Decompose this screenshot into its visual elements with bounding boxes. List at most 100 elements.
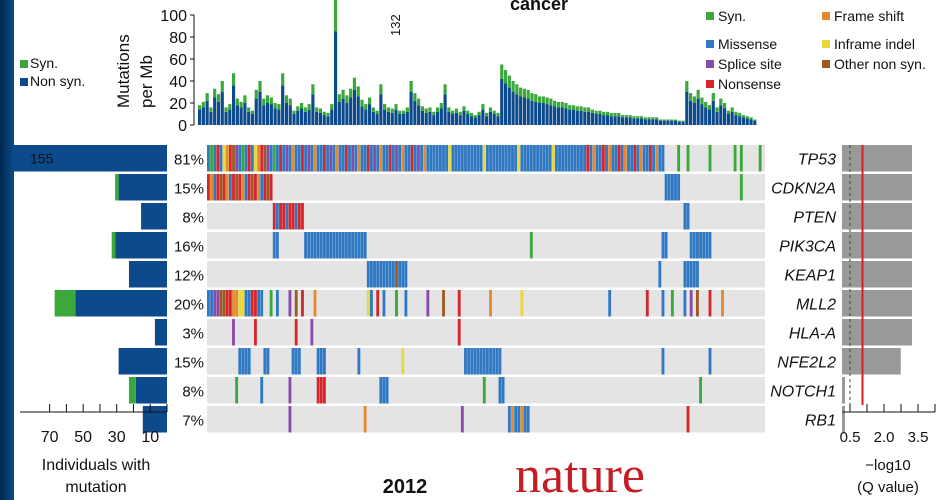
oncoprint-cell (219, 145, 223, 172)
mutation-rate-bar-syn (481, 104, 485, 110)
mutation-rate-bar-nonsyn (318, 112, 323, 125)
individuals-value-label: 155 (30, 150, 54, 166)
oncoprint-cell (257, 174, 260, 201)
oncoprint-cell (313, 290, 317, 317)
oncoprint-cell (611, 145, 615, 172)
mutation-rate-bar-syn (345, 95, 349, 103)
mutation-rate-bar-nonsyn (394, 109, 398, 125)
oncoprint-cell (357, 232, 361, 259)
oncoprint-cell (395, 261, 398, 288)
oncoprint-cell (395, 290, 398, 317)
mutation-rate-bar-syn (243, 95, 247, 103)
mutation-rate-bar-nonsyn (417, 105, 421, 125)
mutation-rate-bar-syn (553, 100, 557, 107)
q-value-bar (842, 203, 912, 230)
oncoprint-cell (241, 348, 245, 375)
oncoprint-cell (329, 232, 333, 259)
individuals-bar-syn (54, 290, 76, 317)
oncoprint-cell (395, 145, 398, 172)
oncoprint-cell (285, 203, 289, 230)
oncoprint-cell (335, 145, 339, 172)
oncoprint-cell (297, 145, 301, 172)
mutation-rate-bar-syn (700, 97, 704, 105)
mutation-rate-bar-syn (738, 112, 742, 117)
mutation-rate-bar-nonsyn (677, 121, 681, 125)
mutation-rate-bar-nonsyn (738, 116, 742, 125)
mutation-rate-bar-nonsyn (647, 119, 651, 125)
mutation-rate-bar-nonsyn (741, 117, 746, 125)
q-value-xlabel-line2: (Q value) (857, 479, 919, 496)
oncoprint-cell (304, 232, 308, 259)
oncoprint-cell (498, 348, 502, 375)
mutation-rate-bar-nonsyn (655, 119, 659, 125)
mutation-rate-bar-nonsyn (553, 106, 557, 125)
oncoprint-cell (627, 145, 630, 172)
gene-label: PTEN (793, 209, 836, 226)
mutation-rate-bar-nonsyn (707, 109, 712, 125)
mutation-rate-bar-nonsyn (662, 120, 666, 125)
mutation-rate-bar-nonsyn (590, 112, 594, 125)
mutation-rate-bar-nonsyn (235, 105, 239, 125)
mutation-rate-bar-nonsyn (303, 111, 307, 125)
oncoprint-cell (207, 290, 210, 317)
oncoprint-cell (282, 145, 286, 172)
oncoprint-cell (642, 145, 646, 172)
oncoprint-cell (222, 145, 226, 172)
mutation-rate-bar-nonsyn (239, 107, 243, 125)
mutation-rate-bar-syn (666, 119, 670, 121)
oncoprint-cell (366, 290, 370, 317)
mutation-rate-bar-nonsyn (602, 115, 606, 125)
mutation-rate-bar-nonsyn (503, 83, 508, 125)
mutation-rate-ylabel-line2: per Mb (137, 55, 156, 108)
oncoprint-cell (580, 145, 583, 172)
individuals-tick-label: 50 (74, 429, 92, 446)
oncoprint-cell (708, 348, 712, 375)
oncoprint-cell (313, 145, 317, 172)
mutation-rate-bar-nonsyn (639, 118, 644, 125)
mutation-rate-bar-syn (707, 105, 712, 110)
slide-year: 2012 (383, 476, 428, 498)
mutation-rate-bar-nonsyn (243, 103, 247, 125)
oncoprint-cell (370, 145, 373, 172)
mutation-rate-bar-nonsyn (322, 115, 326, 125)
mutation-rate-bar-syn (330, 104, 334, 110)
oncoprint-cell (457, 290, 461, 317)
oncoprint-cell (388, 261, 392, 288)
oncoprint-cell (677, 174, 681, 201)
oncoprint-cell (257, 290, 260, 317)
oncoprint-cell (457, 319, 461, 346)
oncoprint-cell (479, 145, 483, 172)
oncoprint-cell (482, 377, 486, 404)
individuals-xlabel-line2: mutation (65, 479, 126, 496)
mutation-rate-tick-label: 80 (169, 30, 187, 47)
mutation-rate-bar-nonsyn (383, 109, 387, 125)
oncoprint-cell (696, 232, 699, 259)
mutation-rate-bar-nonsyn (530, 100, 534, 125)
mutation-rate-bar-syn (299, 103, 304, 109)
mutation-rate-bar-nonsyn (488, 111, 493, 125)
mutation-rate-bar-nonsyn (477, 115, 481, 125)
mutation-rate-bar-syn (726, 110, 730, 114)
oncoprint-cell (228, 174, 232, 201)
oncoprint-cell (683, 203, 687, 230)
mutation-rate-bar-nonsyn (730, 111, 734, 125)
mutation-rate-bar-syn (643, 117, 647, 120)
oncoprint-cell (442, 290, 445, 317)
mutation-rate-bar-syn (715, 107, 719, 112)
q-value-chart: 0.5 2.0 3.5 (840, 145, 936, 446)
oncoprint-cell (313, 232, 317, 259)
oncoprint-cell (288, 377, 292, 404)
oncoprint-cell (266, 348, 270, 375)
oncoprint-cell (279, 145, 282, 172)
mutation-rate-bar-nonsyn (250, 114, 255, 125)
oncoprint-cell (338, 145, 342, 172)
oncoprint-cell (244, 174, 248, 201)
oncoprint-row-bg (207, 319, 765, 346)
oncoprint-cell (517, 406, 521, 433)
mutation-rate-bar-nonsyn (228, 109, 232, 125)
oncoprint-cell (232, 319, 235, 346)
q-value-bar (842, 232, 912, 259)
legend-swatch-splice (706, 60, 714, 68)
mutation-rate-bar-nonsyn (209, 111, 213, 125)
mutation-rate-bar-syn (318, 108, 323, 113)
